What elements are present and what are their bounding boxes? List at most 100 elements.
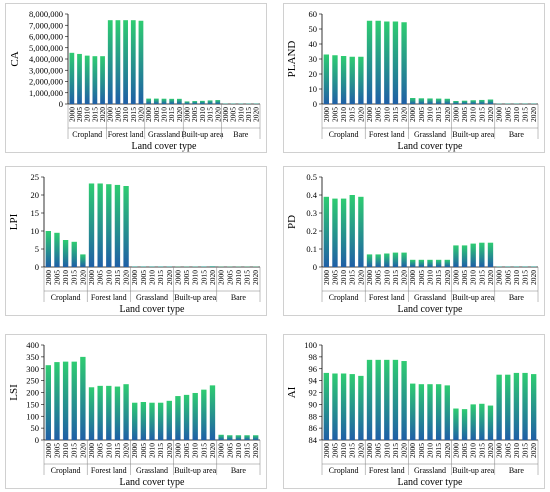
year-tick-label: 2020 xyxy=(213,107,222,122)
bar-pd-2-2 xyxy=(427,259,433,267)
bar-lpi-3-3 xyxy=(201,266,207,267)
year-tick-label: 2020 xyxy=(356,107,365,122)
year-tick-label: 2010 xyxy=(382,443,391,458)
year-tick-label: 2000 xyxy=(408,270,417,285)
bar-pland-1-0 xyxy=(366,20,373,104)
group-label: Grassland xyxy=(136,466,168,475)
group-label: Cropland xyxy=(51,293,81,302)
group-label: Cropland xyxy=(329,466,359,475)
x-axis-label: Land cover type xyxy=(120,477,186,488)
year-tick-label: 2005 xyxy=(374,443,383,458)
pd-chart-panel: 0 0.1 0.2 0.3 0.4 0.5 PD 2000 2005 2010 2015 2020 Cr… xyxy=(283,166,545,316)
year-tick-label: 2005 xyxy=(460,443,469,458)
bar-pd-0-2 xyxy=(340,198,347,267)
bar-ai-1-3 xyxy=(392,359,399,440)
bar-pd-0-1 xyxy=(332,198,338,267)
year-tick-label: 2005 xyxy=(96,443,105,458)
bar-lpi-0-3 xyxy=(71,241,77,267)
y-tick-label: 0.3 xyxy=(306,208,317,218)
year-tick-label: 2010 xyxy=(426,270,435,285)
year-tick-label: 2000 xyxy=(408,107,417,122)
year-tick-label: 2020 xyxy=(356,270,365,285)
year-tick-label: 2010 xyxy=(104,443,113,458)
bar-ca-1-2 xyxy=(123,20,128,104)
bar-lsi-0-0 xyxy=(45,365,51,440)
year-tick-label: 2015 xyxy=(90,107,99,122)
y-tick-label: 0 xyxy=(35,435,39,445)
bar-ca-0-4 xyxy=(100,56,105,104)
bar-pd-3-3 xyxy=(479,242,485,267)
y-tick-label: 86 xyxy=(309,423,318,433)
y-axis-label: LSI xyxy=(8,384,20,401)
bar-pland-3-2 xyxy=(470,100,476,104)
y-tick-label: 10 xyxy=(31,226,40,236)
bar-pd-3-4 xyxy=(487,242,494,267)
year-tick-label: 2010 xyxy=(83,107,92,122)
x-axis-label: Land cover type xyxy=(398,141,464,152)
bar-lpi-0-0 xyxy=(45,231,51,267)
group-label: Cropland xyxy=(329,130,359,139)
year-tick-label: 2005 xyxy=(417,443,426,458)
bar-pland-3-1 xyxy=(461,100,468,104)
bar-ca-0-1 xyxy=(77,53,82,104)
year-tick-label: 2000 xyxy=(87,443,96,458)
bar-ca-2-0 xyxy=(146,98,152,104)
year-tick-label: 2020 xyxy=(443,107,452,122)
year-tick-label: 2015 xyxy=(477,443,486,458)
year-tick-label: 2005 xyxy=(139,270,148,285)
bar-lpi-1-1 xyxy=(97,183,103,267)
bar-pland-2-2 xyxy=(427,98,433,104)
bar-ai-4-4 xyxy=(531,374,537,440)
group-label: Built-up area xyxy=(174,293,216,302)
bar-lpi-2-2 xyxy=(149,266,155,267)
y-tick-label: 0 xyxy=(59,99,63,109)
bar-lsi-3-1 xyxy=(183,394,190,440)
y-tick-label: 40 xyxy=(309,39,318,49)
year-tick-label: 2010 xyxy=(426,443,435,458)
y-tick-label: 8,000,000 xyxy=(29,9,63,19)
year-tick-label: 2010 xyxy=(191,443,200,458)
bar-ca-1-0 xyxy=(107,20,113,104)
bar-ca-0-2 xyxy=(84,55,90,104)
year-tick-label: 2000 xyxy=(130,443,139,458)
bar-ai-0-1 xyxy=(332,373,338,440)
group-label: Forest land xyxy=(369,466,405,475)
year-tick-label: 2000 xyxy=(173,270,182,285)
bar-pd-4-1 xyxy=(505,266,511,267)
group-label: Built-up area xyxy=(181,130,223,139)
year-tick-label: 2005 xyxy=(460,270,469,285)
year-tick-label: 2020 xyxy=(175,107,184,122)
year-tick-label: 2015 xyxy=(70,443,79,458)
bar-lpi-2-3 xyxy=(157,266,164,267)
bar-ai-2-1 xyxy=(418,384,425,440)
year-tick-label: 2000 xyxy=(130,270,139,285)
year-tick-label: 2005 xyxy=(182,270,191,285)
bar-lpi-2-1 xyxy=(140,266,147,267)
year-tick-label: 2020 xyxy=(356,443,365,458)
year-tick-label: 2000 xyxy=(451,443,460,458)
year-tick-label: 2005 xyxy=(139,443,148,458)
bar-lsi-4-1 xyxy=(227,435,233,440)
lpi-chart-panel: 0 5 10 15 20 25 LPI 2000 2005 2010 2015 2020 Croplan… xyxy=(5,166,267,316)
bar-pland-3-3 xyxy=(479,99,485,104)
year-tick-label: 2005 xyxy=(152,107,161,122)
year-tick-label: 2000 xyxy=(44,270,53,285)
year-tick-label: 2000 xyxy=(173,443,182,458)
y-tick-label: 200 xyxy=(26,388,39,398)
bar-ca-2-1 xyxy=(153,98,159,104)
bar-pd-1-3 xyxy=(392,252,399,267)
year-tick-label: 2010 xyxy=(148,443,157,458)
bar-lsi-2-1 xyxy=(140,402,147,440)
year-tick-label: 2015 xyxy=(167,107,176,122)
bar-ai-2-3 xyxy=(435,384,442,440)
year-tick-label: 2005 xyxy=(229,107,238,122)
y-tick-label: 50 xyxy=(31,423,40,433)
year-tick-label: 2010 xyxy=(426,107,435,122)
y-tick-label: 98 xyxy=(309,352,318,362)
year-tick-label: 2000 xyxy=(106,107,115,122)
year-tick-label: 2010 xyxy=(469,443,478,458)
year-tick-label: 2020 xyxy=(252,107,261,122)
y-axis-label: AI xyxy=(286,386,298,398)
